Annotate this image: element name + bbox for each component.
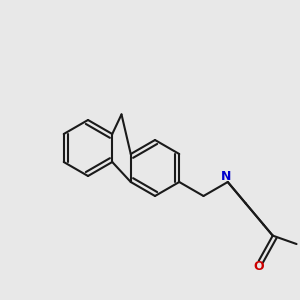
Text: O: O <box>254 260 264 273</box>
Text: N: N <box>220 170 231 184</box>
